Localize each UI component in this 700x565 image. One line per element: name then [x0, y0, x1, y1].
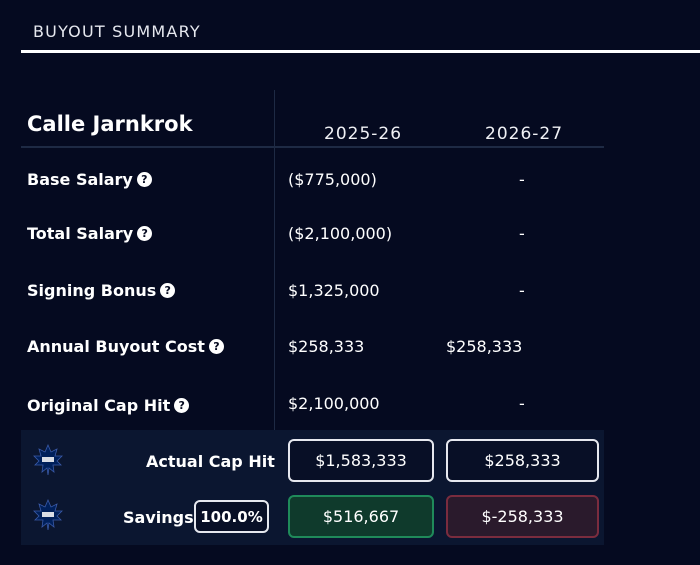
savings-2026-27: $-258,333	[446, 495, 599, 538]
header-divider	[21, 146, 604, 148]
maple-leafs-logo-icon	[33, 444, 63, 476]
actual-cap-hit-2025-26: $1,583,333	[288, 439, 434, 482]
signing-bonus-2025-26: $1,325,000	[288, 281, 380, 300]
annual-buyout-cost-label: Annual Buyout Cost	[27, 337, 205, 356]
original-cap-hit-2025-26: $2,100,000	[288, 394, 380, 413]
season-header-2026-27: 2026-27	[485, 124, 564, 144]
signing-bonus-label: Signing Bonus	[27, 281, 157, 300]
row-label-original-cap-hit: Original Cap Hit ?	[27, 396, 190, 415]
savings-2025-26: $516,667	[288, 495, 434, 538]
annual-buyout-cost-2026-27: $258,333	[446, 337, 523, 356]
row-label-annual-buyout-cost: Annual Buyout Cost ?	[27, 337, 224, 356]
actual-cap-hit-label: Actual Cap Hit	[146, 452, 275, 471]
savings-label: Savings	[123, 508, 194, 527]
column-divider	[274, 90, 275, 545]
total-salary-label: Total Salary	[27, 224, 134, 243]
help-icon[interactable]: ?	[137, 226, 153, 241]
help-icon[interactable]: ?	[174, 398, 190, 413]
row-label-total-salary: Total Salary ?	[27, 224, 153, 243]
original-cap-hit-label: Original Cap Hit	[27, 396, 171, 415]
section-title-rule	[21, 50, 700, 53]
base-salary-label: Base Salary	[27, 170, 133, 189]
maple-leafs-logo-icon	[33, 499, 63, 531]
section-title: BUYOUT SUMMARY	[33, 22, 201, 41]
signing-bonus-2026-27: -	[519, 281, 525, 300]
help-icon[interactable]: ?	[160, 283, 176, 298]
base-salary-2026-27: -	[519, 170, 525, 189]
row-label-base-salary: Base Salary ?	[27, 170, 152, 189]
savings-percent-badge: 100.0%	[194, 500, 269, 533]
season-header-2025-26: 2025-26	[324, 124, 403, 144]
total-salary-2025-26: ($2,100,000)	[288, 224, 393, 243]
annual-buyout-cost-2025-26: $258,333	[288, 337, 365, 356]
player-name: Calle Jarnkrok	[27, 112, 193, 136]
help-icon[interactable]: ?	[208, 339, 224, 354]
row-label-signing-bonus: Signing Bonus ?	[27, 281, 176, 300]
total-salary-2026-27: -	[519, 224, 525, 243]
base-salary-2025-26: ($775,000)	[288, 170, 377, 189]
help-icon[interactable]: ?	[136, 172, 152, 187]
actual-cap-hit-2026-27: $258,333	[446, 439, 599, 482]
original-cap-hit-2026-27: -	[519, 394, 525, 413]
